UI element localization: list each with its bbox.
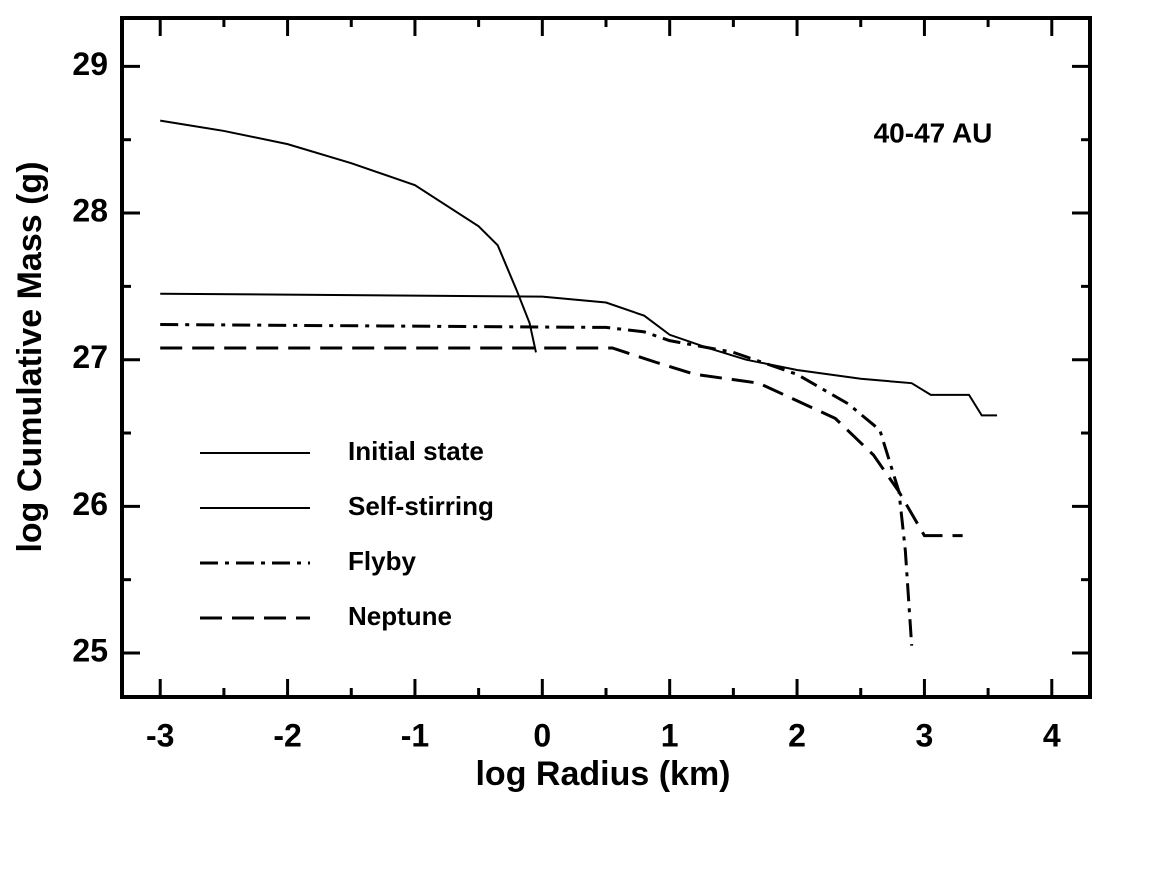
x-tick-label: -2 bbox=[273, 717, 301, 753]
data-line bbox=[160, 323, 914, 646]
legend-label: Flyby bbox=[348, 546, 416, 576]
y-tick-label: 26 bbox=[72, 486, 108, 522]
x-axis-label: log Radius (km) bbox=[475, 755, 730, 793]
x-tick-label: 0 bbox=[533, 717, 551, 753]
data-line bbox=[160, 119, 537, 353]
data-line bbox=[160, 292, 998, 417]
annotation: 40-47 AU bbox=[874, 117, 993, 148]
y-tick-label: 29 bbox=[72, 46, 108, 82]
legend-label: Self-stirring bbox=[348, 491, 494, 521]
data-line bbox=[160, 346, 963, 538]
y-tick-label: 25 bbox=[72, 632, 108, 668]
x-tick-label: 1 bbox=[661, 717, 679, 753]
y-axis-label: log Cumulative Mass (g) bbox=[11, 161, 49, 552]
plot-frame bbox=[120, 16, 1092, 699]
legend-label: Neptune bbox=[348, 601, 452, 631]
x-tick-label: 3 bbox=[916, 717, 934, 753]
x-tick-label: 2 bbox=[788, 717, 806, 753]
x-tick-label: -3 bbox=[146, 717, 174, 753]
x-tick-label: 4 bbox=[1043, 717, 1061, 753]
y-tick-label: 28 bbox=[72, 193, 108, 229]
legend-label: Initial state bbox=[348, 436, 484, 466]
y-tick-label: 27 bbox=[72, 339, 108, 375]
x-tick-label: -1 bbox=[401, 717, 429, 753]
